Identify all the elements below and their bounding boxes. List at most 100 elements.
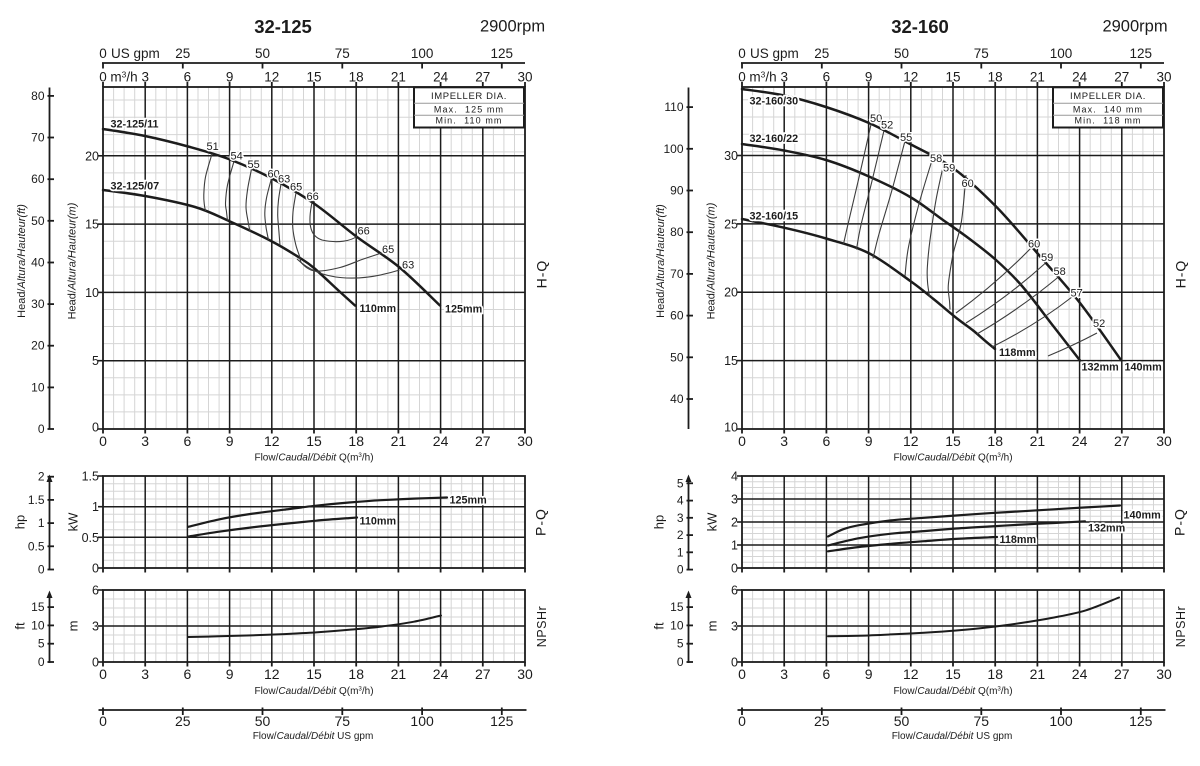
svg-text:15: 15: [306, 433, 322, 449]
svg-text:30: 30: [517, 666, 533, 682]
svg-text:3: 3: [780, 433, 788, 449]
svg-text:40: 40: [670, 392, 684, 406]
svg-text:US gpm: US gpm: [111, 46, 160, 61]
svg-text:75: 75: [335, 713, 351, 729]
svg-text:70: 70: [31, 131, 45, 145]
svg-text:25: 25: [814, 46, 829, 61]
svg-text:21: 21: [391, 70, 406, 85]
svg-text:125: 125: [491, 46, 514, 61]
svg-text:9: 9: [226, 70, 234, 85]
svg-text:15: 15: [670, 600, 684, 614]
svg-text:63: 63: [278, 174, 290, 186]
svg-text:27: 27: [1114, 666, 1130, 682]
svg-text:60: 60: [31, 172, 45, 186]
svg-text:5: 5: [677, 476, 684, 490]
svg-text:0: 0: [738, 666, 746, 682]
svg-text:59: 59: [943, 163, 955, 175]
svg-text:4: 4: [731, 470, 738, 484]
svg-text:54: 54: [231, 151, 243, 163]
svg-text:63: 63: [402, 260, 414, 272]
svg-text:2: 2: [731, 516, 738, 530]
svg-text:3: 3: [141, 70, 149, 85]
svg-text:125: 125: [490, 713, 514, 729]
svg-text:10: 10: [670, 618, 684, 632]
svg-text:0: 0: [38, 655, 45, 669]
svg-text:0: 0: [677, 655, 684, 669]
svg-text:32-160/30: 32-160/30: [750, 96, 799, 108]
svg-text:10: 10: [31, 618, 45, 632]
svg-text:100: 100: [1050, 46, 1073, 61]
svg-text:25: 25: [724, 217, 738, 231]
svg-text:hp: hp: [652, 515, 667, 529]
svg-text:kW: kW: [66, 512, 81, 532]
svg-text:hp: hp: [13, 515, 28, 529]
svg-text:30: 30: [1156, 433, 1172, 449]
svg-text:24: 24: [1072, 433, 1088, 449]
svg-text:IMPELLER DIA.: IMPELLER DIA.: [431, 91, 507, 102]
svg-text:32-125/07: 32-125/07: [111, 181, 160, 193]
svg-text:15: 15: [724, 354, 738, 368]
svg-text:Min. 118 mm: Min. 118 mm: [1074, 116, 1141, 126]
svg-text:6: 6: [731, 584, 738, 598]
svg-text:60: 60: [670, 309, 684, 323]
svg-text:Flow/Caudal/Débit US gpm: Flow/Caudal/Débit US gpm: [892, 731, 1013, 742]
svg-text:9: 9: [865, 666, 873, 682]
svg-text:1: 1: [677, 545, 684, 559]
svg-text:65: 65: [382, 244, 394, 256]
svg-text:10: 10: [31, 380, 45, 394]
svg-text:m: m: [66, 621, 81, 632]
svg-text:118mm: 118mm: [999, 347, 1036, 359]
svg-text:15: 15: [306, 70, 321, 85]
svg-text:0: 0: [92, 562, 99, 576]
svg-text:6: 6: [184, 666, 192, 682]
svg-text:58: 58: [1054, 266, 1066, 278]
svg-text:30: 30: [517, 70, 532, 85]
svg-text:6: 6: [184, 70, 192, 85]
svg-text:H-Q: H-Q: [1173, 260, 1189, 289]
svg-text:0: 0: [99, 70, 107, 85]
svg-text:9: 9: [865, 70, 873, 85]
svg-text:0: 0: [677, 563, 684, 577]
svg-text:30: 30: [1156, 666, 1172, 682]
svg-text:20: 20: [31, 339, 45, 353]
svg-text:10: 10: [85, 286, 99, 300]
svg-text:24: 24: [433, 433, 449, 449]
svg-text:52: 52: [1093, 318, 1105, 330]
svg-text:3: 3: [677, 511, 684, 525]
svg-text:80: 80: [31, 89, 45, 103]
svg-text:Flow/Caudal/Débit US gpm: Flow/Caudal/Débit US gpm: [253, 731, 374, 742]
svg-text:18: 18: [988, 70, 1003, 85]
svg-text:m: m: [705, 621, 720, 632]
svg-text:59: 59: [1041, 252, 1053, 264]
svg-text:60: 60: [268, 169, 280, 181]
svg-text:6: 6: [823, 666, 831, 682]
svg-text:24: 24: [433, 666, 449, 682]
svg-text:125: 125: [1129, 713, 1153, 729]
svg-text:ft: ft: [13, 622, 28, 630]
svg-text:9: 9: [226, 433, 234, 449]
svg-text:132mm: 132mm: [1082, 362, 1119, 374]
svg-text:110: 110: [664, 100, 683, 114]
svg-text:0: 0: [738, 713, 746, 729]
svg-text:125mm: 125mm: [445, 304, 482, 316]
svg-text:52: 52: [881, 120, 893, 132]
svg-text:US gpm: US gpm: [750, 46, 799, 61]
svg-text:10: 10: [724, 421, 738, 435]
svg-text:Head/Altura/Hauteur(ft): Head/Altura/Hauteur(ft): [655, 204, 667, 318]
svg-text:40: 40: [31, 256, 45, 270]
svg-text:27: 27: [1114, 433, 1130, 449]
svg-text:80: 80: [670, 225, 684, 239]
svg-text:25: 25: [175, 46, 190, 61]
svg-text:55: 55: [248, 159, 260, 171]
svg-text:24: 24: [1072, 666, 1088, 682]
svg-text:m3/h: m3/h: [749, 70, 776, 85]
svg-text:1: 1: [731, 539, 738, 553]
svg-text:70: 70: [670, 267, 684, 281]
svg-text:132mm: 132mm: [1088, 523, 1125, 535]
svg-text:0: 0: [92, 656, 99, 670]
svg-text:Head/Altura/Hauteur(m): Head/Altura/Hauteur(m): [706, 202, 718, 319]
svg-text:140mm: 140mm: [1124, 510, 1161, 522]
svg-text:18: 18: [987, 433, 1003, 449]
svg-text:P-Q: P-Q: [1172, 508, 1188, 536]
svg-text:32-125: 32-125: [254, 16, 312, 37]
